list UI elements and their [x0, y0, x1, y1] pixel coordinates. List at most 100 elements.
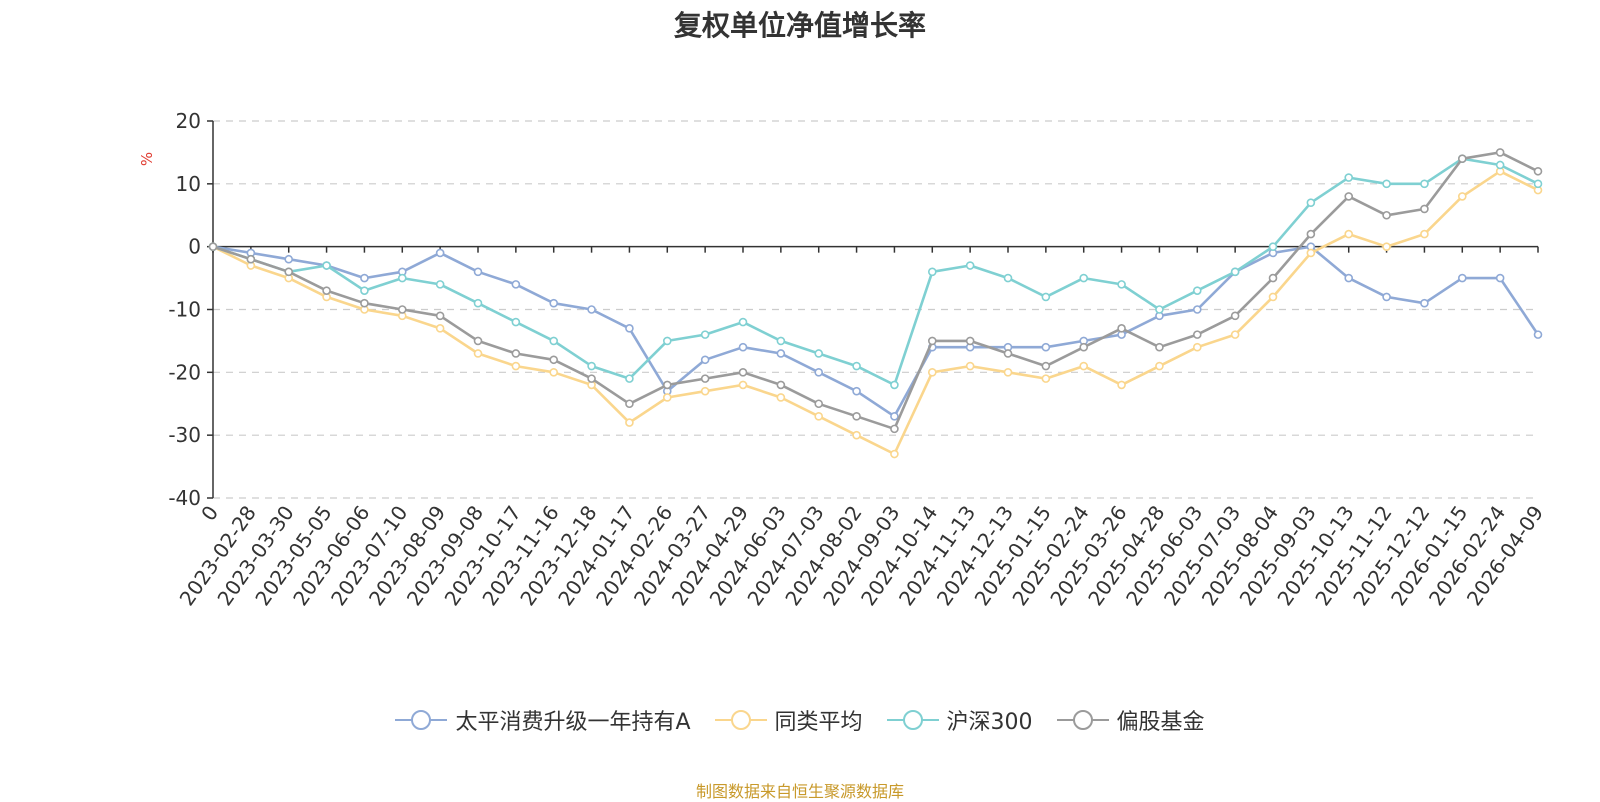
data-point[interactable]: [322, 261, 331, 270]
data-point[interactable]: [776, 336, 786, 346]
data-point[interactable]: [397, 273, 407, 283]
data-point[interactable]: [1382, 210, 1391, 220]
data-point[interactable]: [927, 336, 937, 346]
data-point[interactable]: [1457, 273, 1467, 283]
data-point[interactable]: [1344, 229, 1354, 239]
data-point[interactable]: [435, 311, 445, 321]
data-point[interactable]: [1533, 330, 1543, 339]
data-point[interactable]: [549, 355, 559, 365]
data-point[interactable]: [1457, 192, 1467, 201]
data-point[interactable]: [1344, 192, 1354, 201]
data-point[interactable]: [776, 393, 786, 402]
data-point[interactable]: [890, 449, 899, 459]
data-point[interactable]: [360, 273, 369, 283]
data-point[interactable]: [1041, 374, 1051, 383]
data-point[interactable]: [1420, 179, 1429, 189]
data-point[interactable]: [1117, 380, 1126, 390]
data-point[interactable]: [852, 412, 861, 421]
data-point[interactable]: [587, 361, 596, 371]
data-point[interactable]: [890, 424, 899, 434]
data-point[interactable]: [1495, 160, 1505, 170]
data-point[interactable]: [473, 349, 483, 358]
data-point[interactable]: [360, 286, 369, 295]
data-point[interactable]: [1079, 342, 1089, 352]
data-point[interactable]: [1079, 273, 1089, 283]
data-point[interactable]: [1192, 342, 1202, 352]
data-point[interactable]: [965, 336, 975, 346]
data-point[interactable]: [511, 317, 521, 327]
data-point[interactable]: [625, 324, 634, 333]
data-point[interactable]: [1041, 361, 1051, 371]
data-point[interactable]: [625, 418, 634, 427]
data-point[interactable]: [1344, 173, 1354, 182]
data-point[interactable]: [700, 330, 710, 339]
data-point[interactable]: [927, 368, 937, 377]
data-point[interactable]: [549, 368, 559, 377]
data-point[interactable]: [890, 412, 899, 421]
data-point[interactable]: [1382, 179, 1391, 189]
data-point[interactable]: [1117, 280, 1126, 289]
data-point[interactable]: [814, 399, 824, 409]
data-point[interactable]: [1268, 273, 1278, 283]
data-point[interactable]: [700, 386, 710, 396]
data-point[interactable]: [284, 267, 294, 277]
data-point[interactable]: [662, 336, 672, 346]
legend-item-peer-average[interactable]: 同类平均: [714, 704, 863, 736]
legend-item-fund[interactable]: 太平消费升级一年持有A: [395, 704, 691, 736]
data-point[interactable]: [1041, 292, 1051, 302]
data-point[interactable]: [1344, 273, 1354, 283]
data-point[interactable]: [1117, 324, 1126, 333]
data-point[interactable]: [852, 430, 861, 440]
data-point[interactable]: [284, 254, 294, 264]
data-point[interactable]: [1192, 305, 1202, 314]
data-point[interactable]: [814, 349, 824, 358]
data-point[interactable]: [587, 374, 596, 383]
data-point[interactable]: [662, 380, 672, 390]
data-point[interactable]: [1495, 148, 1505, 157]
data-point[interactable]: [208, 242, 218, 251]
data-point[interactable]: [1268, 292, 1278, 302]
data-point[interactable]: [511, 280, 521, 289]
data-point[interactable]: [1533, 166, 1543, 176]
data-point[interactable]: [473, 267, 483, 277]
data-point[interactable]: [1457, 154, 1467, 163]
data-point[interactable]: [814, 412, 824, 421]
data-point[interactable]: [1533, 179, 1543, 189]
data-point[interactable]: [738, 368, 748, 377]
data-point[interactable]: [1306, 248, 1316, 258]
data-point[interactable]: [1230, 311, 1240, 321]
data-point[interactable]: [1003, 368, 1013, 377]
data-point[interactable]: [700, 374, 710, 383]
data-point[interactable]: [1041, 342, 1051, 352]
data-point[interactable]: [587, 305, 596, 314]
data-point[interactable]: [549, 298, 559, 308]
data-point[interactable]: [738, 380, 748, 390]
data-point[interactable]: [1192, 286, 1202, 295]
data-point[interactable]: [965, 261, 975, 270]
data-point[interactable]: [776, 349, 786, 358]
data-point[interactable]: [1155, 305, 1164, 314]
data-point[interactable]: [1306, 198, 1316, 207]
data-point[interactable]: [738, 317, 748, 327]
data-point[interactable]: [1230, 330, 1240, 339]
data-point[interactable]: [625, 374, 634, 383]
data-point[interactable]: [1382, 292, 1391, 302]
data-point[interactable]: [1155, 342, 1164, 352]
data-point[interactable]: [1230, 267, 1240, 277]
data-point[interactable]: [435, 324, 445, 333]
data-point[interactable]: [814, 368, 824, 377]
data-point[interactable]: [852, 386, 861, 396]
data-point[interactable]: [776, 380, 786, 390]
data-point[interactable]: [927, 267, 937, 277]
data-point[interactable]: [435, 248, 445, 258]
data-point[interactable]: [1420, 298, 1429, 308]
legend-item-csi300[interactable]: 沪深300: [886, 704, 1033, 736]
data-point[interactable]: [511, 361, 521, 371]
data-point[interactable]: [1003, 273, 1013, 283]
data-point[interactable]: [700, 355, 710, 365]
data-point[interactable]: [1192, 330, 1202, 339]
data-point[interactable]: [1495, 273, 1505, 283]
data-point[interactable]: [1155, 361, 1164, 371]
data-point[interactable]: [738, 342, 748, 352]
data-point[interactable]: [1268, 242, 1278, 251]
